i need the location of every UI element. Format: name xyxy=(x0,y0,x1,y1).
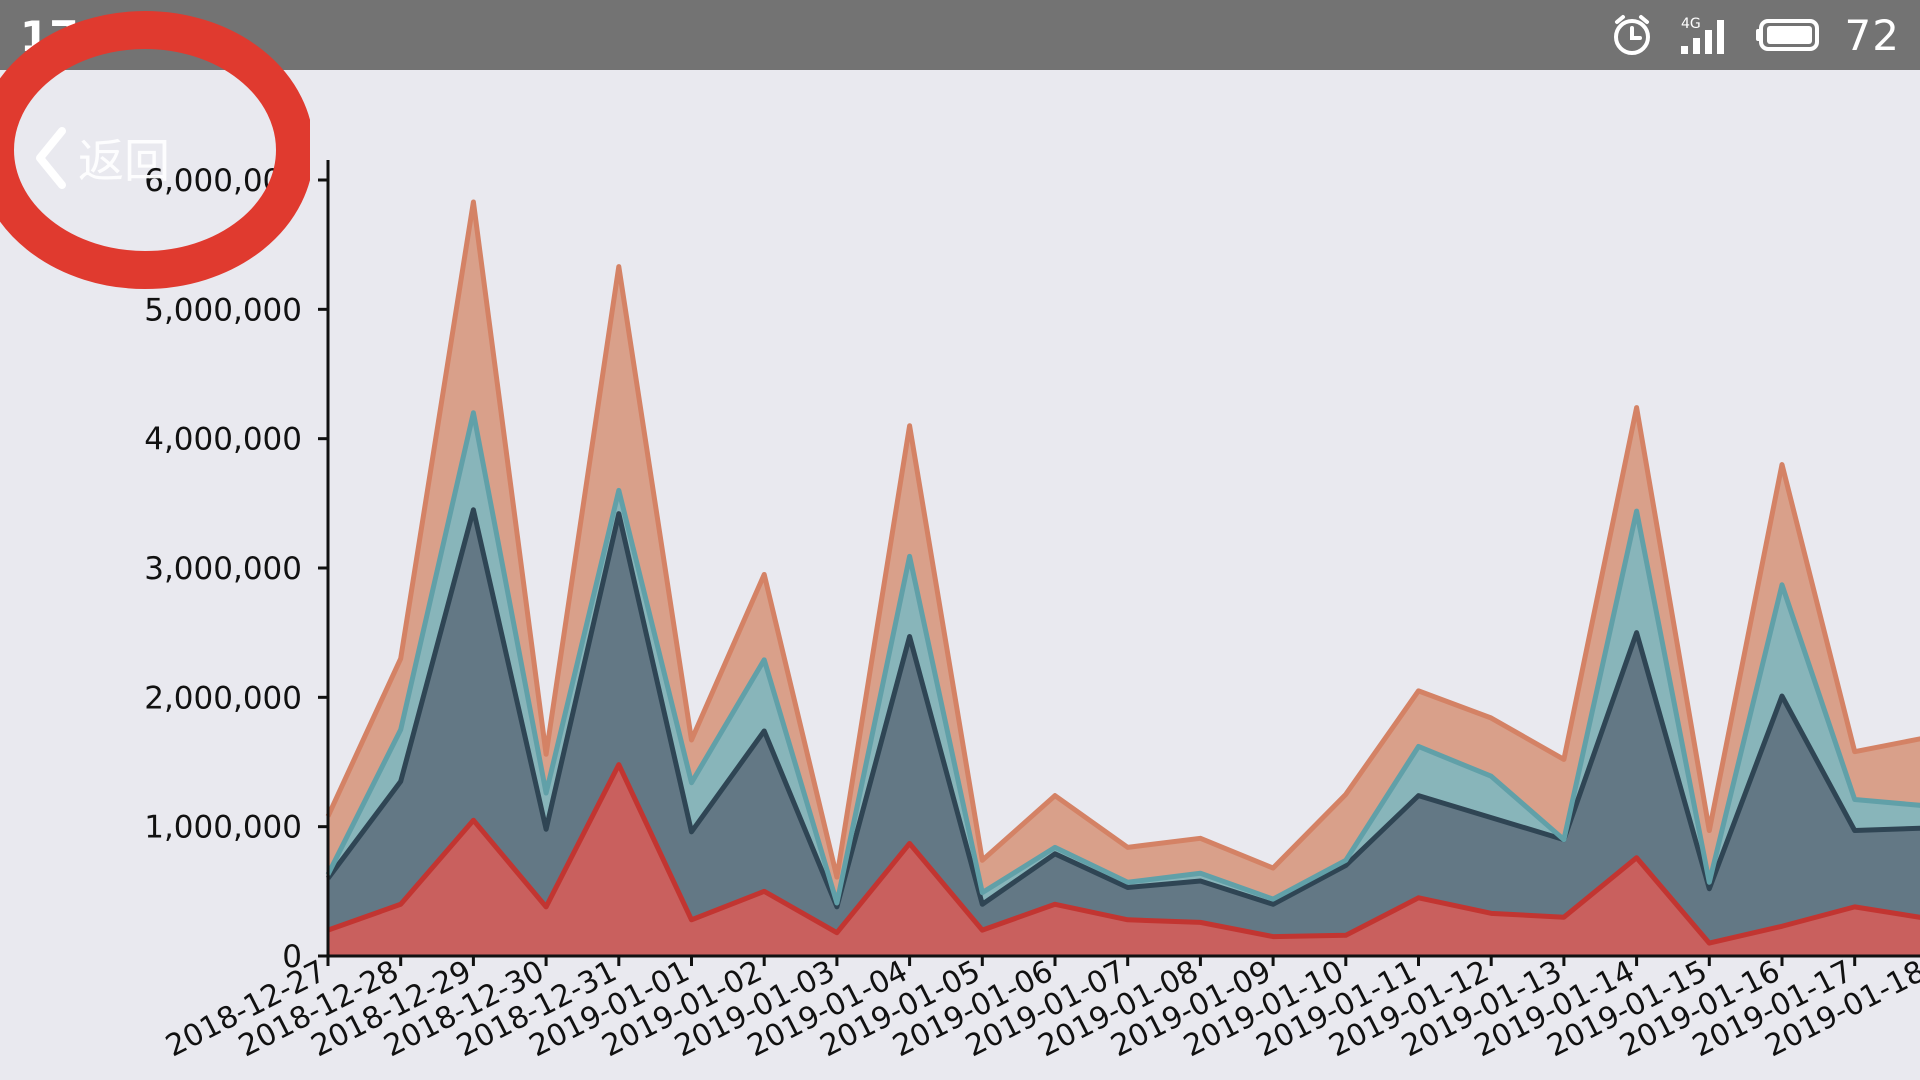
series-line-4 xyxy=(325,199,1920,880)
y-tick-label: 0 xyxy=(282,939,302,975)
y-tick-label: 2,000,000 xyxy=(144,680,302,716)
signal-icon: 4G xyxy=(1680,16,1724,54)
series-area-2 xyxy=(328,509,1920,956)
battery-icon xyxy=(1755,19,1819,51)
back-label: 返回 xyxy=(78,134,170,188)
chart-area: 0 1,000,000 2,000,000 3,000,000 4,000,000 5,0… xyxy=(0,11,1920,1080)
status-bar: 17 4G 72 xyxy=(0,0,1920,70)
series-line-2 xyxy=(325,507,1920,910)
back-button[interactable]: 返回 xyxy=(30,125,170,191)
y-tick-label: 1,000,000 xyxy=(144,810,302,846)
alarm-icon xyxy=(1613,15,1650,55)
y-tick-label: 3,000,000 xyxy=(144,551,302,587)
y-tick-label: 4,000,000 xyxy=(144,422,302,458)
network-label: 4G xyxy=(1681,16,1701,32)
area-chart: 0 1,000,000 2,000,000 3,000,000 4,000,000 5,0… xyxy=(144,160,1920,1064)
status-time: 17 xyxy=(20,12,79,61)
battery-level: 72 xyxy=(1844,10,1900,60)
plot-area xyxy=(325,199,1920,956)
status-icons: 4G 72 xyxy=(1609,8,1900,62)
chevron-left-icon xyxy=(36,127,66,189)
series-line-1 xyxy=(327,762,1920,946)
series-line-3 xyxy=(325,410,1920,906)
y-tick-label: 5,000,000 xyxy=(144,292,302,328)
